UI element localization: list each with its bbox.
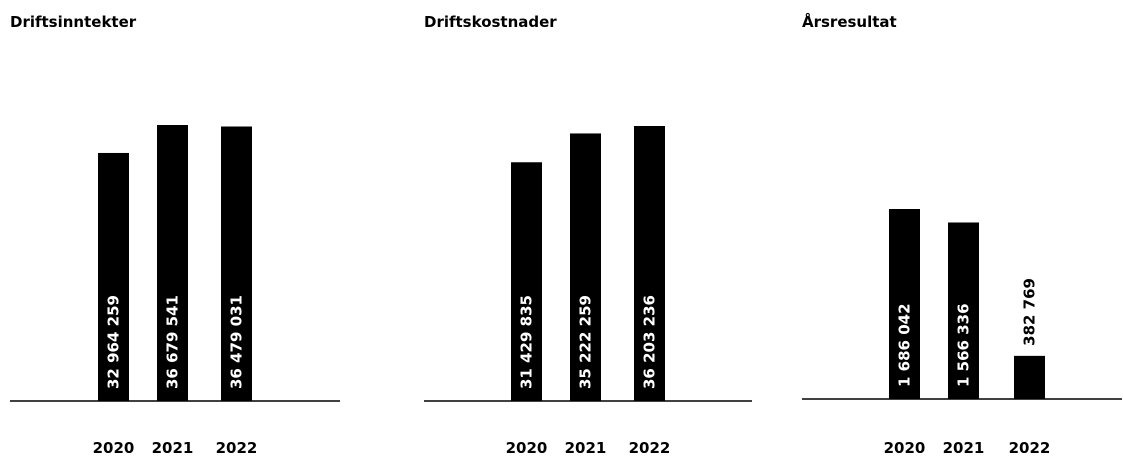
bar [98, 152, 129, 401]
value-label: 36 203 236 [641, 295, 659, 389]
bar [1014, 355, 1045, 399]
x-tick-label: 2022 [1009, 439, 1051, 457]
chart-title: Driftskostnader [424, 13, 557, 31]
bar [634, 126, 665, 401]
x-tick-label: 2022 [216, 439, 258, 457]
x-tick-label: 2022 [629, 439, 671, 457]
value-label: 36 679 541 [164, 295, 182, 389]
x-tick-label: 2020 [884, 439, 926, 457]
value-label: 35 222 259 [577, 295, 595, 389]
bar [511, 162, 542, 401]
bar [948, 222, 979, 399]
bar [889, 209, 920, 399]
value-label: 382 769 [1021, 278, 1039, 346]
x-tick-label: 2021 [565, 439, 607, 457]
chart-title: Driftsinntekter [10, 13, 137, 31]
bar [221, 126, 252, 402]
bar [157, 125, 188, 401]
value-label: 36 479 031 [228, 295, 246, 389]
value-label: 1 566 336 [955, 303, 973, 387]
x-tick-label: 2021 [152, 439, 194, 457]
x-tick-label: 2020 [93, 439, 135, 457]
chart-title: Årsresultat [802, 12, 897, 31]
value-label: 32 964 259 [105, 295, 123, 389]
value-label: 31 429 835 [518, 295, 536, 389]
x-tick-label: 2020 [506, 439, 548, 457]
x-tick-label: 2021 [943, 439, 985, 457]
value-label: 1 686 042 [896, 303, 914, 387]
bar [570, 133, 601, 401]
